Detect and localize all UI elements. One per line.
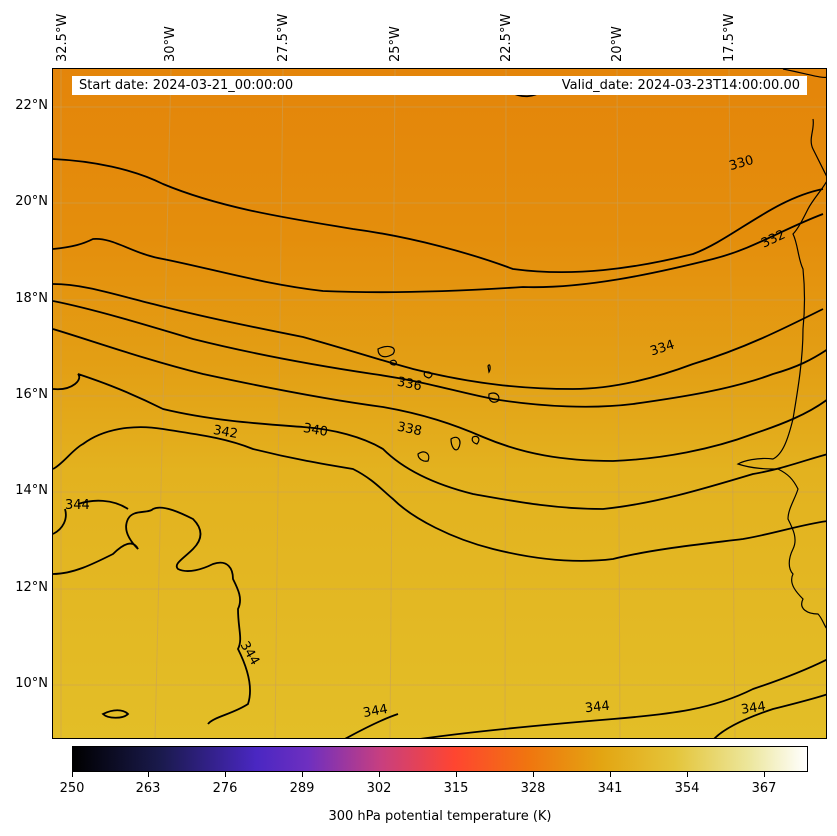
cape-verde-1 <box>377 345 395 358</box>
colorbar-gradient <box>73 747 807 771</box>
contour-336 <box>53 300 826 408</box>
lat-label: 20°N <box>15 194 48 209</box>
map-panel: 330 332 334 336 338 340 342 344 344 344 … <box>52 68 827 739</box>
contour-344-south <box>344 658 826 738</box>
colorbar-tickmark <box>379 772 380 777</box>
colorbar-tick-label: 354 <box>674 781 700 796</box>
lat-label: 12°N <box>15 580 48 595</box>
colorbar-label: 300 hPa potential temperature (K) <box>328 809 552 824</box>
cape-verde-3 <box>423 371 433 379</box>
colorbar-tick-label: 250 <box>59 781 85 796</box>
lon-label: 17.5°W <box>722 13 737 62</box>
colorbar-tickmark <box>148 772 149 777</box>
graticule <box>53 69 826 738</box>
colorbar-tick-label: 315 <box>443 781 469 796</box>
contour-lines <box>53 90 826 738</box>
cape-verde-4 <box>487 364 491 374</box>
lat-label: 22°N <box>15 98 48 113</box>
lon-label: 27.5°W <box>276 13 291 62</box>
lon-label: 32.5°W <box>55 13 70 62</box>
colorbar-tickmark <box>456 772 457 777</box>
cape-verde-6 <box>450 436 461 451</box>
colorbar-tick-label: 328 <box>520 781 546 796</box>
coastline <box>377 69 826 629</box>
contour-label: 344 <box>584 698 611 717</box>
lat-label: 10°N <box>15 676 48 691</box>
potential-temperature-field <box>53 69 826 738</box>
contour-344-southeast <box>713 693 826 738</box>
contour-332 <box>53 213 824 294</box>
colorbar-tickmark <box>72 772 73 777</box>
cape-verde-8 <box>417 451 430 462</box>
colorbar-tickmark <box>225 772 226 777</box>
contour-338 <box>53 328 826 462</box>
colorbar-tickmark <box>610 772 611 777</box>
contour-340 <box>53 373 826 510</box>
africa-coast <box>736 69 826 629</box>
colorbar-tick-label: 289 <box>289 781 315 796</box>
valid-date-text: Valid_date: 2024-03-23T14:00:00.00 <box>561 78 800 93</box>
cape-verde-2 <box>389 359 397 366</box>
lon-label: 20°W <box>610 26 625 62</box>
lat-label: 14°N <box>15 483 48 498</box>
lon-label: 25°W <box>388 26 403 62</box>
colorbar-tick-label: 341 <box>597 781 623 796</box>
lon-label: 22.5°W <box>499 13 514 62</box>
colorbar-tickmark <box>764 772 765 777</box>
contour-344-patch <box>101 709 130 719</box>
contour-344-west <box>53 506 251 725</box>
colorbar-tick-label: 302 <box>366 781 392 796</box>
lat-label: 18°N <box>15 291 48 306</box>
map-canvas <box>53 69 826 738</box>
cape-verde-5 <box>488 392 500 403</box>
colorbar-tickmark <box>302 772 303 777</box>
lon-label: 30°W <box>163 26 178 62</box>
lat-label: 16°N <box>15 387 48 402</box>
colorbar-tickmark <box>687 772 688 777</box>
contour-334 <box>53 283 824 390</box>
colorbar-tick-label: 276 <box>212 781 238 796</box>
colorbar-tick-label: 367 <box>751 781 777 796</box>
contour-342 <box>53 426 826 562</box>
colorbar <box>72 746 808 772</box>
colorbar-tick-label: 263 <box>135 781 161 796</box>
cape-verde-7 <box>471 435 480 445</box>
start-date-text: Start date: 2024-03-21_00:00:00 <box>79 78 294 93</box>
info-bar: Start date: 2024-03-21_00:00:00 Valid_da… <box>72 76 807 95</box>
contour-label: 344 <box>65 498 90 513</box>
contour-344-northwest <box>53 499 129 535</box>
colorbar-tickmark <box>533 772 534 777</box>
